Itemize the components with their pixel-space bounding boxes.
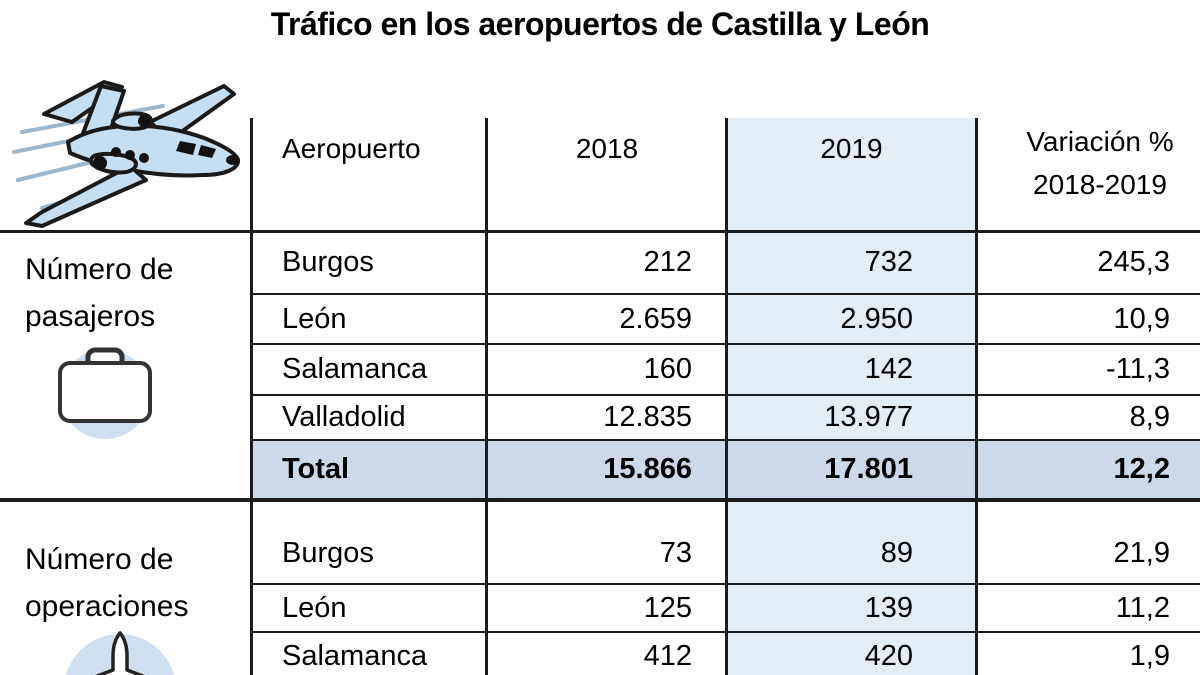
row-separator (251, 394, 1200, 396)
row-2019: 420 (864, 640, 913, 672)
section1-top-line (0, 230, 1200, 233)
section2-top-line (0, 498, 1200, 502)
section-operations-label-line2: operaciones (25, 590, 189, 623)
row-2019: 139 (864, 592, 913, 624)
total-row-airport: Total (282, 453, 350, 485)
row-variation: 1,9 (1129, 640, 1170, 672)
row-2018: 125 (643, 592, 692, 624)
header-2019: 2019 (820, 133, 883, 164)
row-variation: 245,3 (1097, 246, 1170, 278)
row-2018: 12.835 (603, 401, 692, 433)
header-variation-line1: Variación % (1026, 126, 1174, 157)
section-operations-label: Número de operaciones (25, 536, 245, 630)
header-variation-line2: 2018-2019 (1033, 169, 1167, 200)
row-separator (251, 631, 1200, 633)
row-variation: 11,2 (1115, 592, 1170, 624)
row-2018: 412 (643, 640, 692, 672)
row-2019: 142 (864, 353, 913, 385)
row-2018: 160 (643, 353, 692, 385)
row-2019: 13.977 (824, 401, 913, 433)
row-2018: 212 (643, 246, 692, 278)
total-row-2019: 17.801 (824, 453, 913, 485)
jet-illustration-icon (12, 80, 240, 228)
row-separator (251, 343, 1200, 345)
row-airport: Salamanca (282, 640, 428, 672)
column-2019-shading (728, 118, 975, 675)
header-airport: Aeropuerto (282, 133, 421, 164)
vertical-line-1 (250, 118, 253, 675)
suitcase-icon (53, 343, 157, 447)
section-passengers-label-line1: Número de (25, 253, 174, 286)
total-row-variation: 12,2 (1113, 453, 1170, 485)
row-2018: 2.659 (619, 303, 692, 335)
row-2018: 73 (659, 537, 692, 569)
row-airport: Salamanca (282, 353, 428, 385)
section-passengers-label-line2: pasajeros (25, 300, 156, 333)
row-airport: Valladolid (282, 401, 406, 433)
row-2019: 89 (880, 537, 913, 569)
vertical-line-3 (725, 118, 728, 675)
row-separator (251, 439, 1200, 441)
row-airport: León (282, 303, 347, 335)
row-airport: León (282, 592, 347, 624)
row-variation: 21,9 (1113, 537, 1170, 569)
header-variation: Variación % 2018-2019 (1000, 120, 1200, 206)
row-2019: 732 (864, 246, 913, 278)
section-operations-label-line1: Número de (25, 543, 174, 576)
row-airport: Burgos (282, 537, 374, 569)
header-2018: 2018 (575, 133, 639, 164)
vertical-line-4 (975, 118, 978, 675)
row-separator (251, 293, 1200, 295)
jet-illustration (8, 60, 248, 232)
row-airport: Burgos (282, 246, 374, 278)
row-variation: 8,9 (1129, 401, 1170, 433)
row-variation: 10,9 (1113, 303, 1170, 335)
row-separator (251, 583, 1200, 585)
plane-top-icon (58, 630, 182, 675)
row-variation: -11,3 (1106, 353, 1170, 385)
page-title: Tráfico en los aeropuertos de Castilla y… (270, 6, 930, 42)
row-2019: 2.950 (840, 303, 913, 335)
section-passengers-label: Número de pasajeros (25, 246, 245, 340)
total-row-2018: 15.866 (603, 453, 692, 485)
vertical-line-2 (485, 118, 488, 675)
